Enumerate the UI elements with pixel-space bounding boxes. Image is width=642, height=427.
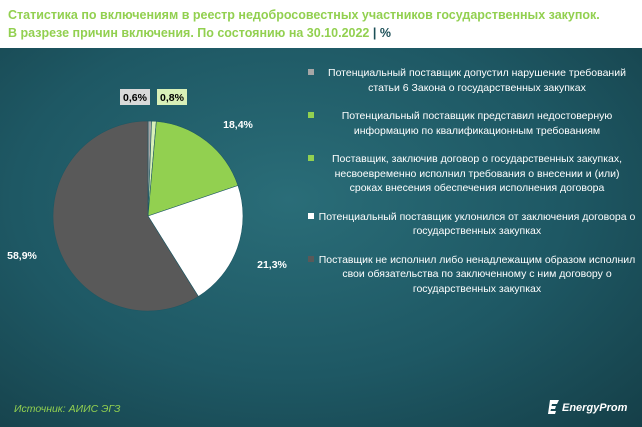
legend-swatch-3	[308, 155, 314, 161]
legend-label-4: Потенциальный поставщик уклонился от зак…	[318, 210, 636, 238]
pie-chart: 0,6% 0,8% 18,4% 21,3% 58,9%	[7, 89, 288, 312]
legend-item-3: Поставщик, заключив договор о государств…	[308, 152, 636, 196]
title-line-2-text: В разрезе причин включения. По состоянию…	[8, 26, 370, 40]
chart-title: Статистика по включениям в реестр недобр…	[8, 6, 628, 42]
data-label-box-2	[157, 89, 187, 105]
pie-slice-5	[52, 120, 199, 312]
data-label-1: 0,6%	[123, 92, 148, 104]
legend-swatch-1	[308, 69, 314, 75]
legend-label-5: Поставщик не исполнил либо ненадлежащим …	[318, 253, 636, 295]
data-label-2: 0,8%	[160, 92, 185, 104]
legend-item-2: Потенциальный поставщик представил недос…	[308, 109, 636, 138]
pie-slice-4	[147, 185, 244, 297]
legend-item-4: Потенциальный поставщик уклонился от зак…	[308, 210, 636, 239]
data-label-box-1	[120, 89, 150, 105]
energyprom-logo-icon	[548, 400, 559, 414]
pie-slice-3	[147, 121, 239, 217]
legend: Потенциальный поставщик допустил нарушен…	[308, 66, 638, 310]
data-label-3: 18,4%	[223, 119, 253, 131]
legend-item-5: Поставщик не исполнил либо ненадлежащим …	[308, 253, 636, 297]
legend-swatch-5	[308, 255, 314, 262]
data-label-5: 58,9%	[7, 250, 37, 262]
legend-label-3: Поставщик, заключив договор о государств…	[331, 153, 623, 194]
title-line-2: В разрезе причин включения. По состоянию…	[8, 24, 628, 42]
energyprom-logo: EnergyProm	[548, 398, 638, 420]
title-line-1: Статистика по включениям в реестр недобр…	[8, 8, 600, 22]
legend-item-1: Потенциальный поставщик допустил нарушен…	[308, 66, 636, 95]
legend-swatch-4	[308, 212, 314, 219]
title-unit: | %	[372, 26, 391, 40]
legend-swatch-2	[308, 112, 314, 118]
source-note: Источник: АИИС ЭГЗ	[14, 403, 121, 415]
logo-text: EnergyProm	[562, 402, 628, 414]
legend-label-1: Потенциальный поставщик допустил нарушен…	[328, 67, 626, 94]
legend-label-2: Потенциальный поставщик представил недос…	[341, 110, 613, 137]
data-label-4: 21,3%	[257, 259, 287, 271]
